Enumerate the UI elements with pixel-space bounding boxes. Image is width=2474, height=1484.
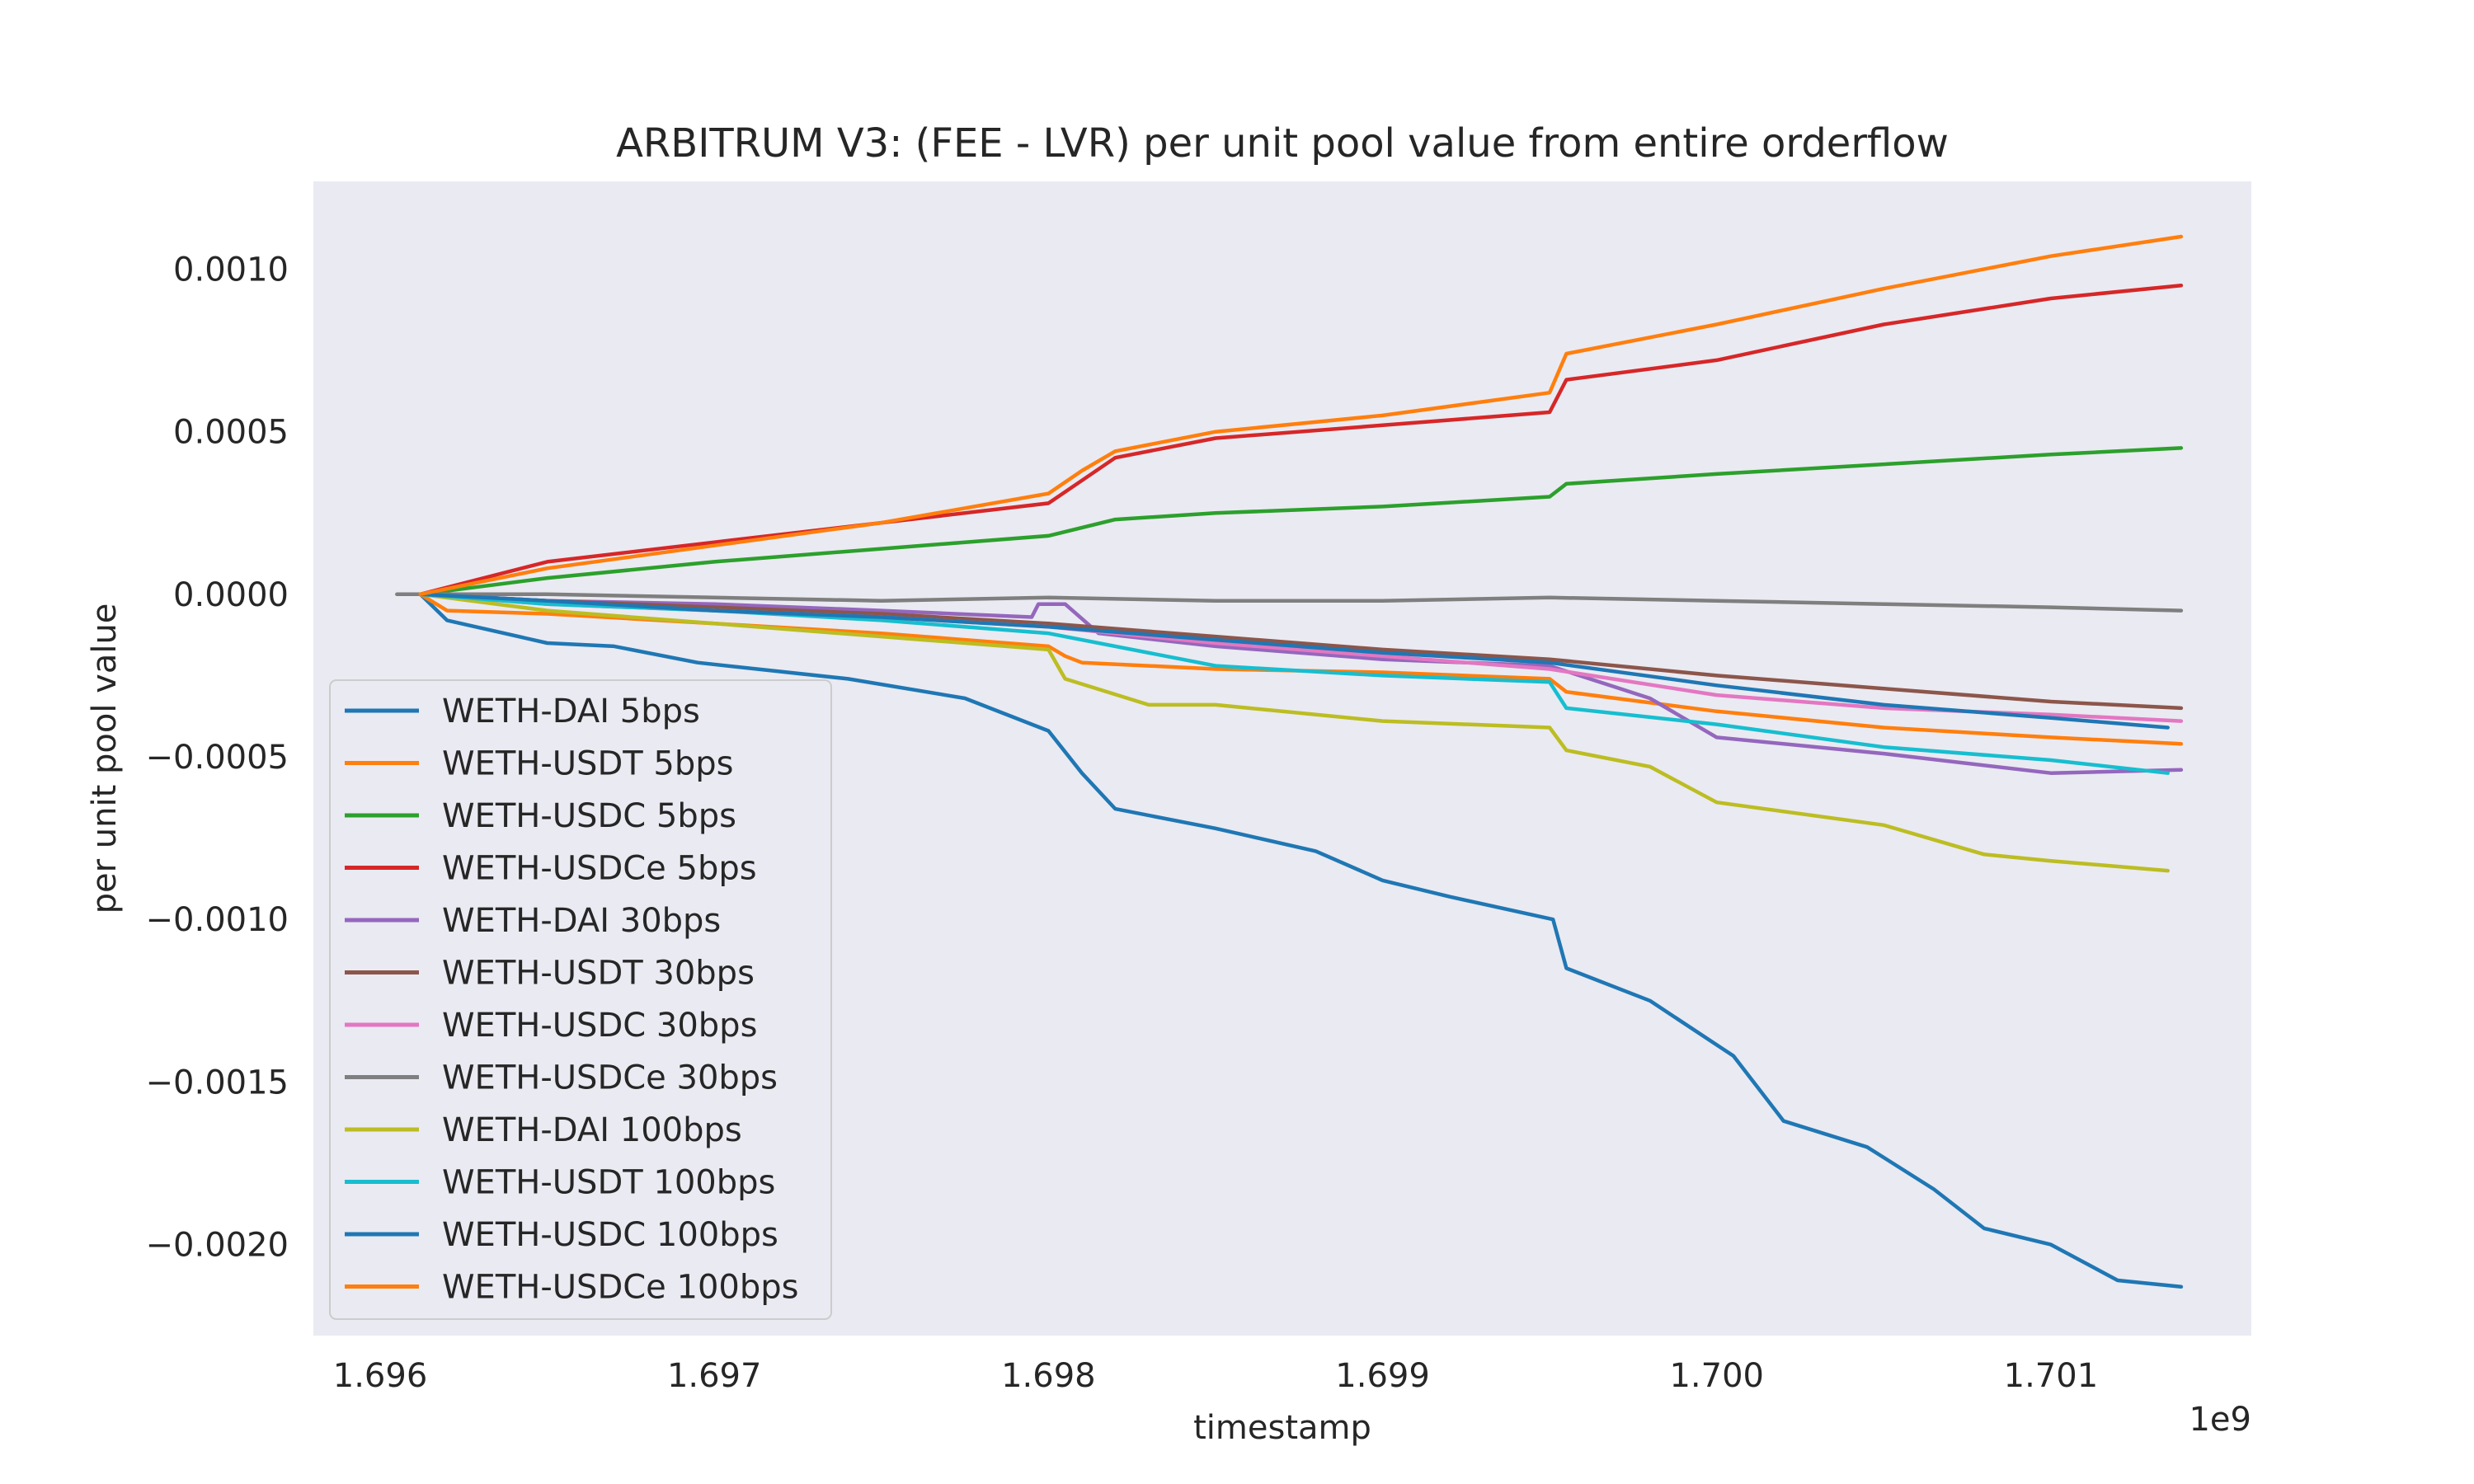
- y-tick-label: 0.0010: [173, 251, 289, 289]
- legend-label: WETH-DAI 30bps: [442, 902, 721, 940]
- x-tick-label: 1.696: [333, 1357, 428, 1395]
- series-line: [418, 592, 2184, 775]
- y-tick-label: 0.0000: [173, 576, 289, 614]
- y-tick-label: −0.0005: [146, 739, 289, 777]
- legend: WETH-DAI 5bps WETH-USDT 5bps WETH-USDC 5bp…: [329, 679, 832, 1320]
- x-axis-label: timestamp: [1193, 1409, 1371, 1447]
- x-tick-label: 1.700: [1669, 1357, 1764, 1395]
- x-tick-label: 1.697: [667, 1357, 762, 1395]
- y-axis-ticks: 0.0010 0.0005 0.0000 −0.0005 −0.0010 −0.0015 −…: [146, 251, 289, 1264]
- series-line: [418, 592, 2170, 873]
- chart-title: ARBITRUM V3: (FEE - LVR) per unit pool v…: [616, 120, 1949, 167]
- series-line: [418, 283, 2184, 597]
- legend-label: WETH-USDC 5bps: [442, 797, 736, 835]
- series-line: [418, 234, 2184, 597]
- legend-label: WETH-DAI 100bps: [442, 1111, 742, 1149]
- legend-label: WETH-USDT 100bps: [442, 1164, 775, 1202]
- y-axis-label: per unit pool value: [86, 603, 124, 914]
- legend-label: WETH-USDT 5bps: [442, 745, 733, 783]
- y-tick-label: −0.0020: [146, 1227, 289, 1265]
- series-line: [418, 592, 2184, 711]
- legend-label: WETH-USDCe 100bps: [442, 1269, 798, 1307]
- x-axis-ticks: 1.696 1.697 1.698 1.699 1.700 1.701: [333, 1357, 2098, 1395]
- series-layer: [395, 234, 2184, 1289]
- x-tick-label: 1.699: [1335, 1357, 1430, 1395]
- legend-label: WETH-USDCe 30bps: [442, 1059, 778, 1097]
- x-tick-label: 1.701: [2004, 1357, 2099, 1395]
- legend-label: WETH-USDC 100bps: [442, 1216, 778, 1254]
- series-line: [418, 592, 2184, 1289]
- legend-label: WETH-USDCe 5bps: [442, 850, 757, 888]
- series-line: [418, 446, 2184, 597]
- legend-items: WETH-DAI 5bps WETH-USDT 5bps WETH-USDC 5bp…: [345, 693, 798, 1307]
- series-line: [395, 592, 2184, 613]
- legend-label: WETH-USDT 30bps: [442, 955, 755, 993]
- y-tick-label: −0.0015: [146, 1064, 289, 1101]
- x-tick-label: 1.698: [1001, 1357, 1096, 1395]
- x-axis-offset-label: 1e9: [2189, 1401, 2251, 1439]
- legend-box: [329, 679, 832, 1320]
- y-tick-label: 0.0005: [173, 414, 289, 452]
- legend-label: WETH-DAI 5bps: [442, 693, 700, 730]
- y-tick-label: −0.0010: [146, 901, 289, 939]
- legend-label: WETH-USDC 30bps: [442, 1007, 757, 1045]
- series-line: [418, 592, 2170, 730]
